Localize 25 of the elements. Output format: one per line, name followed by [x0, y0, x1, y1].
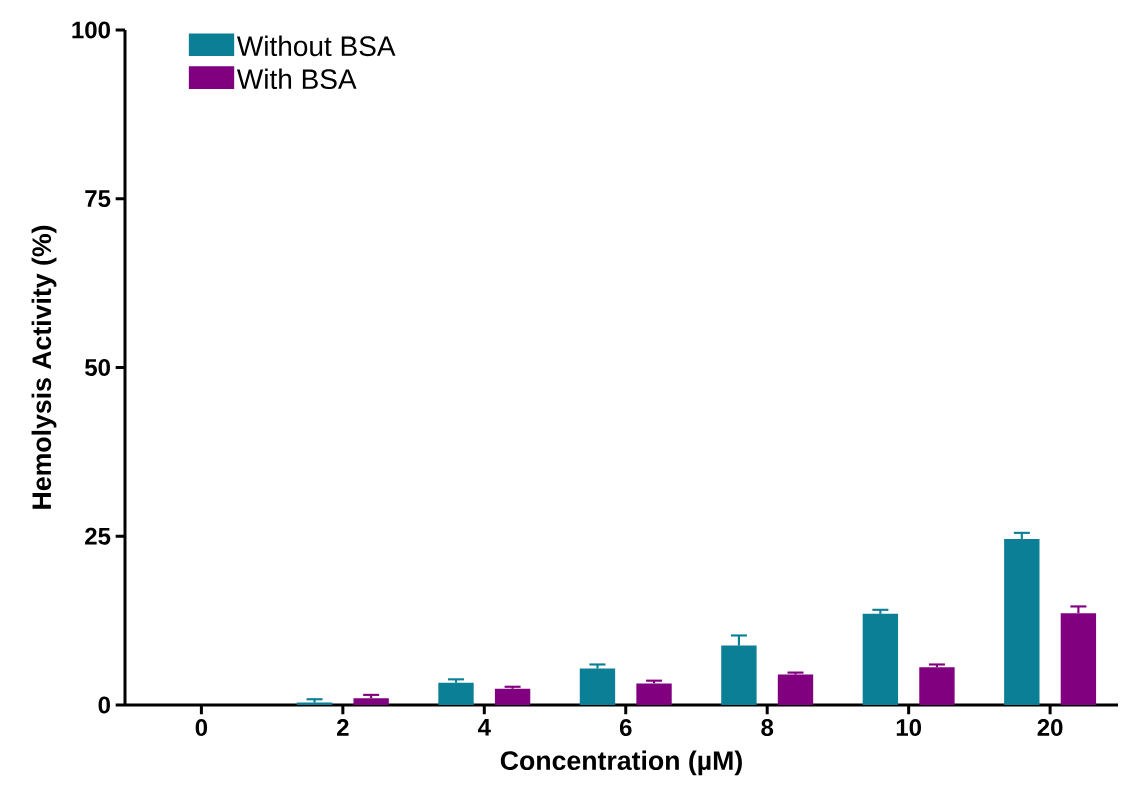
bar	[919, 667, 955, 705]
bar	[1004, 538, 1040, 705]
x-tick-label: 8	[761, 719, 774, 737]
bar	[438, 682, 474, 705]
x-tick-label: 2	[337, 719, 349, 736]
bar	[636, 683, 672, 705]
bar	[353, 698, 389, 705]
legend-label: Without BSA	[236, 35, 396, 57]
legend-label: With BSA	[236, 68, 357, 90]
y-tick-label: 0	[98, 696, 110, 714]
x-axis-title: Concentration (µM)	[500, 750, 742, 776]
x-tick-label: 4	[477, 719, 491, 736]
y-tick-label: 75	[85, 190, 111, 208]
y-tick-label: 25	[85, 527, 111, 545]
x-tick-label: 6	[619, 719, 632, 737]
x-tick-label: 20	[1037, 719, 1063, 737]
y-axis-title: Hemolysis Activity (%)	[31, 225, 57, 509]
x-tick-label: 0	[195, 719, 208, 737]
bar	[579, 668, 616, 705]
bar	[862, 613, 899, 705]
x-tick-label: 10	[896, 719, 922, 737]
y-tick-label: 100	[72, 21, 110, 39]
bar	[494, 688, 531, 705]
y-tick-label: 50	[85, 358, 110, 376]
bar	[777, 674, 814, 705]
